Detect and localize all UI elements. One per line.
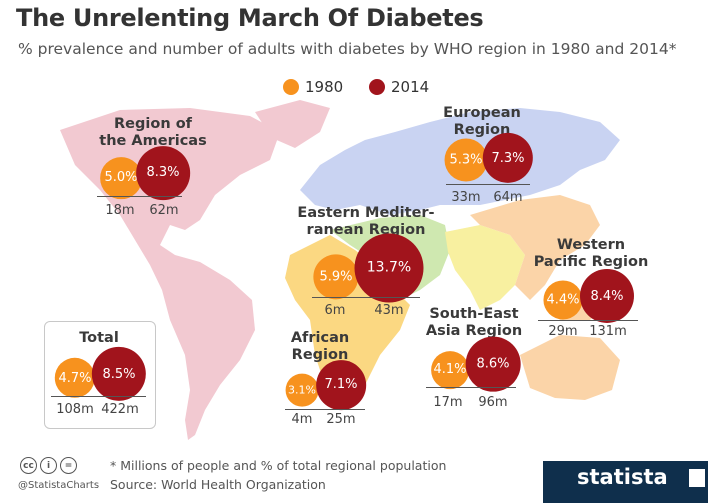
adults-2014-africa: 25m xyxy=(326,412,356,427)
statista-logo-icon xyxy=(689,469,705,487)
legend-swatch-1980 xyxy=(283,79,299,95)
region-label-se_asia: South-East Asia Region xyxy=(426,306,522,340)
region-label-line: Western xyxy=(556,237,626,253)
region-divider-east_med xyxy=(312,297,420,298)
legend-swatch-2014 xyxy=(369,79,385,95)
license-icons: cc i = xyxy=(20,457,77,474)
bubble-1980-east_med: 5.9% xyxy=(313,254,359,300)
bubble-2014-africa: 7.1% xyxy=(316,360,366,410)
attribution-icon: i xyxy=(40,457,57,474)
region-label-line: European xyxy=(443,105,521,121)
region-divider-total xyxy=(51,396,146,397)
bubble-2014-west_pacific: 8.4% xyxy=(579,268,635,324)
region-divider-west_pacific xyxy=(538,320,638,321)
legend-item-1980: 1980 xyxy=(283,78,343,96)
bubble-2014-europe: 7.3% xyxy=(482,132,534,184)
map-west-pacific xyxy=(470,195,600,300)
region-label-west_pacific: Western Pacific Region xyxy=(534,237,649,271)
adults-1980-east_med: 6m xyxy=(324,303,346,318)
legend-label-1980: 1980 xyxy=(305,78,344,96)
adults-2014-se_asia: 96m xyxy=(478,395,508,410)
region-label-line: Pacific Region xyxy=(533,254,649,270)
region-label-line: Total xyxy=(79,330,119,346)
cc-icon: cc xyxy=(20,457,37,474)
map-australia xyxy=(520,335,620,400)
legend-label-2014: 2014 xyxy=(391,78,430,96)
bubble-2014-americas: 8.3% xyxy=(136,146,190,200)
chart-subtitle: % prevalence and number of adults with d… xyxy=(18,40,677,58)
region-label-line: Region xyxy=(291,347,349,363)
region-label-africa: African Region xyxy=(291,330,349,364)
adults-1980-west_pacific: 29m xyxy=(548,324,578,339)
region-label-americas: Region of the Americas xyxy=(99,116,206,150)
adults-2014-west_pacific: 131m xyxy=(589,324,627,339)
twitter-handle: @StatistaCharts xyxy=(18,480,100,491)
source-note: Source: World Health Organization xyxy=(110,477,326,492)
adults-2014-east_med: 43m xyxy=(374,303,404,318)
adults-1980-total: 108m xyxy=(56,402,94,417)
legend-item-2014: 2014 xyxy=(369,78,429,96)
bubble-2014-se_asia: 8.6% xyxy=(465,336,521,392)
statista-logo-text: statista xyxy=(577,465,668,489)
region-label-line: Asia Region xyxy=(425,323,523,339)
adults-2014-europe: 64m xyxy=(493,190,523,205)
region-divider-africa xyxy=(285,409,365,410)
no-derivatives-icon: = xyxy=(60,457,77,474)
adults-1980-africa: 4m xyxy=(291,412,313,427)
bubble-2014-total: 8.5% xyxy=(91,346,147,402)
bubble-1980-africa: 3.1% xyxy=(285,373,319,407)
chart-title: The Unrelenting March Of Diabetes xyxy=(16,4,484,32)
region-divider-americas xyxy=(97,196,182,197)
bubble-1980-west_pacific: 4.4% xyxy=(543,280,583,320)
bubble-1980-europe: 5.3% xyxy=(444,138,488,182)
region-divider-se_asia xyxy=(426,387,516,388)
region-label-line: Region xyxy=(453,122,511,138)
footnote: * Millions of people and % of total regi… xyxy=(110,458,447,473)
region-divider-europe xyxy=(446,184,530,185)
map-se-asia xyxy=(445,225,525,310)
region-label-europe: European Region xyxy=(443,105,521,139)
adults-1980-se_asia: 17m xyxy=(433,395,463,410)
region-label-line: South-East xyxy=(429,306,519,322)
adults-2014-americas: 62m xyxy=(149,203,179,218)
adults-2014-total: 422m xyxy=(101,402,139,417)
region-label-line: the Americas xyxy=(99,133,207,149)
bubble-1980-americas: 5.0% xyxy=(100,157,142,199)
region-label-line: Eastern Mediter- xyxy=(297,205,435,221)
bubble-1980-total: 4.7% xyxy=(54,357,96,399)
bubble-2014-east_med: 13.7% xyxy=(354,233,424,303)
region-label-line: Region of xyxy=(114,116,192,132)
region-label-line: African xyxy=(290,330,350,346)
bubble-1980-se_asia: 4.1% xyxy=(431,351,469,389)
region-label-line: ranean Region xyxy=(306,222,426,238)
adults-1980-americas: 18m xyxy=(105,203,135,218)
adults-1980-europe: 33m xyxy=(451,190,481,205)
statista-brand-bar: statista xyxy=(543,461,708,503)
region-label-total: Total xyxy=(79,330,119,347)
region-label-east_med: Eastern Mediter-ranean Region xyxy=(297,205,434,239)
map-greenland xyxy=(255,100,330,148)
